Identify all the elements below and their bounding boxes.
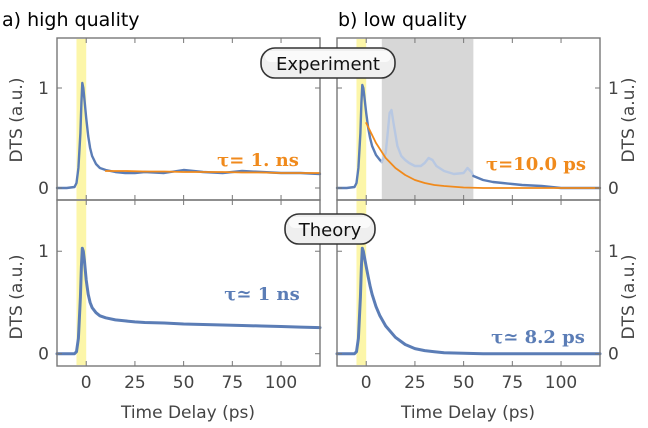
badge-experiment: Experiment (260, 47, 396, 79)
tau-annotation: τ=10.0 ps (486, 154, 586, 175)
x-axis-label-a: Time Delay (ps) (120, 403, 255, 423)
tau-annotation: τ= 1. ns (217, 150, 299, 171)
panel-a-experiment: 0 1 τ= 1. ns (38, 37, 322, 201)
series-fit-line (104, 170, 321, 174)
panel-a-title: a) high quality (2, 9, 140, 31)
y-tick-label: 1 (38, 79, 49, 99)
x-tick-label: 50 (453, 373, 475, 393)
badge-theory-text: Theory (298, 220, 362, 241)
y-axis-label-left-bottom: DTS (a.u.) (7, 255, 27, 340)
x-axis-label-b: Time Delay (ps) (400, 403, 535, 423)
x-tick-label: 100 (265, 373, 297, 393)
series-measured-line (472, 174, 602, 190)
y-tick-label: 0 (38, 345, 49, 365)
y-tick-label: 0 (38, 179, 49, 199)
x-tick-label: 0 (81, 373, 92, 393)
plot-frame (56, 199, 321, 367)
badge-experiment-text: Experiment (276, 54, 380, 75)
y-tick-label: 1 (608, 242, 619, 262)
x-tick-label: 75 (222, 373, 244, 393)
panel-b-theory: 0 25 50 75 100 0 1 τ≃ 8.2 ps (335, 199, 619, 393)
panel-a-theory: 0 25 50 75 100 0 1 τ≃ 1 ns (38, 199, 322, 393)
y-tick-label: 0 (608, 179, 619, 199)
x-tick-label: 100 (545, 373, 577, 393)
y-tick-label: 1 (38, 242, 49, 262)
series-measured-line (335, 83, 383, 190)
tau-annotation: τ≃ 8.2 ps (491, 327, 585, 348)
plot-frame (336, 199, 601, 367)
y-axis-label-right-top: DTS (a.u.) (619, 78, 639, 163)
panel-b-title: b) low quality (338, 9, 467, 31)
series-fit-line (365, 122, 601, 189)
y-axis-label-left-top: DTS (a.u.) (7, 78, 27, 163)
x-tick-label: 50 (173, 373, 195, 393)
series-theory-line (55, 246, 322, 356)
x-tick-label: 25 (124, 373, 146, 393)
tau-annotation: τ≃ 1 ns (224, 284, 299, 305)
series-theory-line (335, 246, 602, 356)
panel-b-experiment: 0 1 τ=10.0 ps (335, 37, 619, 201)
x-tick-label: 75 (502, 373, 524, 393)
series-measured_masked-line (380, 108, 475, 178)
y-tick-label: 1 (608, 79, 619, 99)
masked-region (381, 39, 474, 199)
y-tick-label: 0 (608, 345, 619, 365)
x-tick-label: 25 (404, 373, 426, 393)
badge-theory: Theory (284, 213, 376, 245)
x-tick-label: 0 (361, 373, 372, 393)
y-axis-label-right-bottom: DTS (a.u.) (619, 255, 639, 340)
